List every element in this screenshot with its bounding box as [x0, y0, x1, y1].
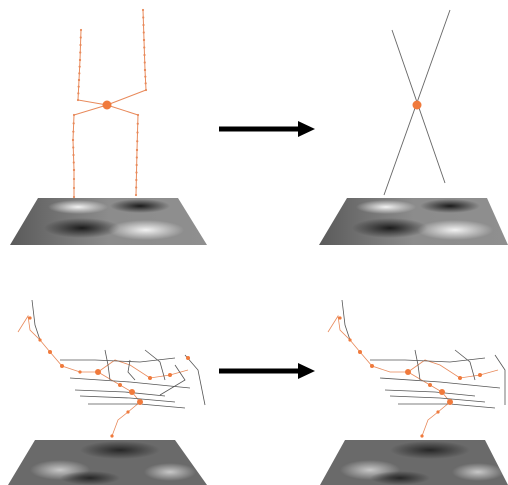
branch-nodes-left	[28, 316, 190, 438]
line-node-dot	[143, 61, 146, 64]
line-node-dot	[78, 58, 82, 62]
line-node-dot	[136, 131, 139, 134]
panel-top-right	[319, 9, 508, 245]
line-node-dot	[72, 153, 75, 157]
line-node-dot	[142, 38, 146, 42]
line-node-dot	[142, 31, 145, 34]
panel-bottom-left	[8, 299, 207, 485]
line-node-dot	[77, 78, 81, 82]
line-node-dot	[72, 122, 75, 125]
noise-surface-bottom-right	[320, 440, 508, 485]
line-node-dot	[72, 113, 76, 117]
line-node-dot	[135, 178, 138, 182]
line-node-dot	[144, 75, 147, 78]
branch-network-right	[327, 299, 506, 437]
line-node-dot	[142, 16, 145, 19]
line-node-dot	[136, 140, 139, 143]
line-node-dot	[143, 68, 147, 72]
line-node-dot	[79, 51, 82, 54]
line-node-dot	[141, 8, 145, 12]
panel-top-left	[10, 8, 207, 245]
line-node-dot	[135, 163, 138, 167]
line-node-dot	[79, 28, 83, 32]
line-node-dot	[77, 92, 80, 95]
saddle-surface-top-left	[10, 198, 207, 245]
line-node-dot	[72, 195, 76, 199]
line-node-dot	[71, 138, 75, 142]
crossing-node	[412, 100, 422, 110]
line-node-dot	[79, 43, 82, 47]
line-node-dot	[79, 36, 82, 39]
branch-network-left	[17, 299, 206, 437]
line-node-dot	[76, 98, 80, 102]
line-node-dot	[144, 82, 147, 85]
noise-surface-bottom-left	[8, 440, 207, 485]
line-node-dot	[78, 65, 81, 68]
line-node-dot	[135, 171, 138, 174]
panel-bottom-right	[320, 299, 508, 485]
line-node-dot	[72, 177, 76, 181]
line-node-dot	[72, 161, 75, 164]
line-node-dot	[72, 130, 75, 133]
line-node-dot	[135, 156, 138, 159]
line-nodes-small	[71, 8, 148, 199]
line-node-dot	[136, 113, 140, 117]
line-node-dot	[134, 193, 138, 197]
line-node-dot	[78, 72, 81, 75]
line-node-dot	[72, 146, 75, 149]
line-node-dot	[72, 186, 76, 190]
right-arrow-top	[219, 121, 315, 137]
branch-nodes-right	[338, 316, 482, 438]
line-node-dot	[135, 186, 138, 189]
line-node-dot	[143, 46, 146, 49]
line-node-dot	[144, 88, 148, 92]
line-node-dot	[136, 122, 139, 125]
line-node-dot	[142, 23, 145, 27]
saddle-surface-top-right	[319, 198, 508, 245]
central-node	[102, 100, 112, 110]
line-node-dot	[72, 168, 76, 172]
right-arrow-bottom	[219, 363, 315, 379]
line-node-dot	[143, 53, 146, 57]
line-node-dot	[135, 148, 139, 152]
line-node-dot	[77, 85, 80, 88]
